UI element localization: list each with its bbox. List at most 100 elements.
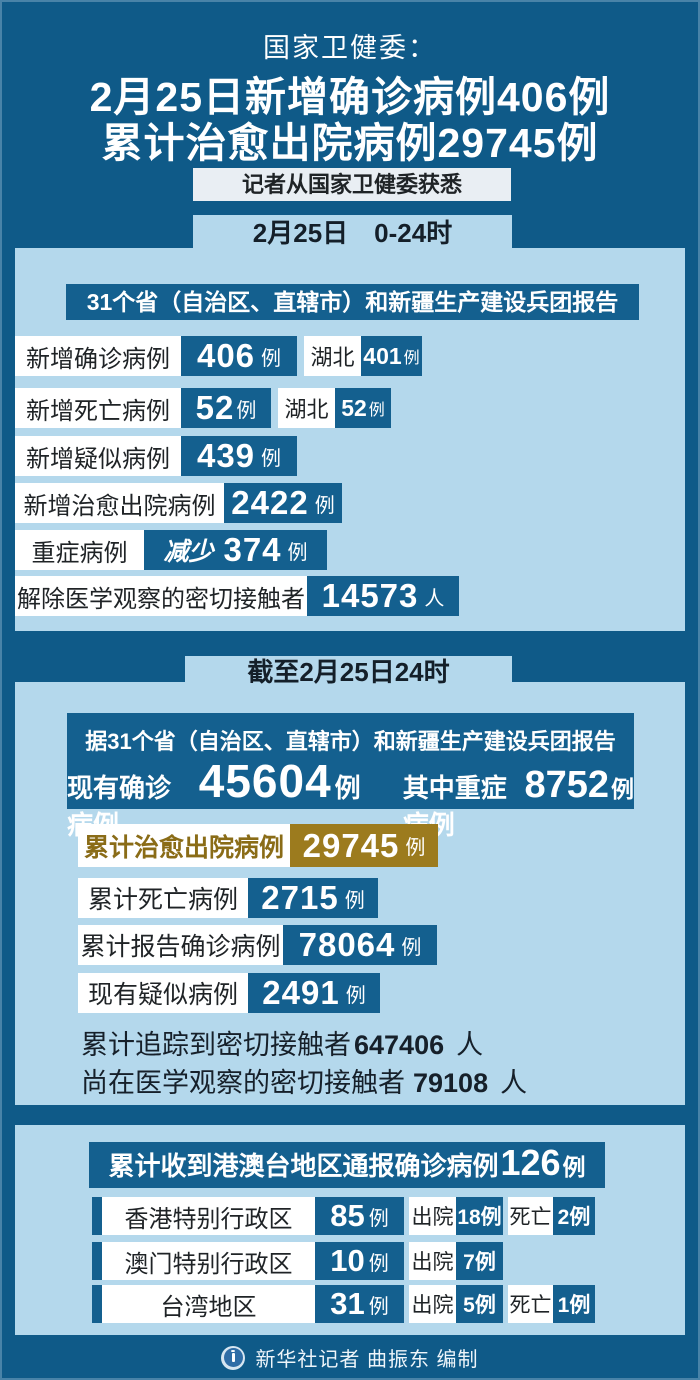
region-value: 31 xyxy=(330,1286,365,1321)
stat-unit: 例 xyxy=(345,984,366,1007)
stat-row-severe: 重症病例 减少 374 例 xyxy=(15,530,327,570)
title-main-line2: 累计治愈出院病例29745例 xyxy=(101,120,599,166)
footer: 新华社记者 曲振东 编制 xyxy=(0,1335,700,1380)
stat-label: 新增确诊病例 xyxy=(15,336,181,376)
existing-cases-source: 据31个省（自治区、直辖市）和新疆生产建设兵团报告 xyxy=(85,729,616,754)
regions-header-bar: 累计收到港澳台地区通报确诊病例 126 例 xyxy=(89,1142,605,1188)
death-label: 死亡 xyxy=(508,1285,553,1323)
stat-unit: 例 xyxy=(287,541,308,564)
stat-value: 29745 xyxy=(302,826,400,864)
title-source-line: 国家卫健委： xyxy=(263,33,437,63)
region-unit: 例 xyxy=(368,1252,389,1275)
xinhua-logo-icon xyxy=(221,1345,246,1370)
stat-row-existing-suspected: 现有疑似病例 2491 例 xyxy=(78,973,380,1013)
stat-value-box: 14573 人 xyxy=(307,576,459,616)
hubei-label: 湖北 xyxy=(278,388,335,428)
stat-unit: 例 xyxy=(261,447,282,470)
hubei-label: 湖北 xyxy=(304,336,361,376)
existing-cases-line: 现有确诊病例 45604 例 其中重症病例 8752 例 xyxy=(67,754,634,842)
stat-row-released-observation: 解除医学观察的密切接触者 14573 人 xyxy=(15,576,459,616)
daily-stats-panel: 31个省（自治区、直辖市）和新疆生产建设兵团报告 新增确诊病例 406 例 湖北… xyxy=(15,248,685,631)
death-value: 2例 xyxy=(553,1197,595,1235)
stat-unit: 人 xyxy=(424,587,445,610)
death-label: 死亡 xyxy=(508,1197,553,1235)
region-row-macao: 澳门特别行政区 10 例 出院 7例 xyxy=(92,1242,503,1280)
note-under-observation: 尚在医学观察的密切接触者 79108 人 xyxy=(81,1061,527,1100)
hubei-value-box: 52 例 xyxy=(335,388,391,428)
region-unit: 例 xyxy=(368,1295,389,1318)
stat-value: 2422 xyxy=(231,484,309,521)
stat-unit: 例 xyxy=(314,494,335,517)
stat-value-box: 78064 例 xyxy=(283,925,437,965)
stat-label: 累计治愈出院病例 xyxy=(78,824,290,867)
stat-label: 累计死亡病例 xyxy=(78,878,248,918)
stat-value: 2491 xyxy=(262,974,340,1011)
region-value-box: 31 例 xyxy=(315,1285,404,1323)
stat-row-cumulative-confirmed: 累计报告确诊病例 78064 例 xyxy=(78,925,437,965)
discharged-value: 5例 xyxy=(456,1285,503,1323)
stat-row-new-recovered: 新增治愈出院病例 2422 例 xyxy=(15,483,342,523)
stat-row-new-suspected: 新增疑似病例 439 例 xyxy=(15,436,297,476)
discharged-value: 18例 xyxy=(456,1197,503,1235)
discharged-label: 出院 xyxy=(409,1242,456,1280)
stat-unit: 例 xyxy=(261,347,282,370)
existing-value: 45604 xyxy=(198,755,332,807)
note-label: 累计追踪到密切接触者 xyxy=(81,1030,351,1060)
row-accent-bar xyxy=(92,1197,102,1235)
stat-row-new-deaths: 新增死亡病例 52 例 湖北 52 例 xyxy=(15,388,391,428)
region-label: 澳门特别行政区 xyxy=(102,1242,315,1280)
region-label: 香港特别行政区 xyxy=(102,1197,315,1235)
stat-label: 新增死亡病例 xyxy=(15,388,181,428)
stat-value-box-highlight: 29745 例 xyxy=(290,824,438,867)
row-accent-bar xyxy=(92,1285,102,1323)
stat-value: 374 xyxy=(223,531,282,568)
subtitle-box: 记者从国家卫健委获悉 xyxy=(193,168,511,201)
regions-panel: 累计收到港澳台地区通报确诊病例 126 例 香港特别行政区 85 例 出院 18… xyxy=(15,1125,685,1335)
stat-label: 重症病例 xyxy=(15,530,144,570)
region-unit: 例 xyxy=(368,1207,389,1230)
region-row-hongkong: 香港特别行政区 85 例 出院 18例 死亡 2例 xyxy=(92,1197,595,1235)
hubei-unit: 例 xyxy=(368,402,385,419)
region-value: 85 xyxy=(330,1198,365,1233)
note-unit: 人 xyxy=(500,1068,528,1098)
cumulative-stats-panel: 据31个省（自治区、直辖市）和新疆生产建设兵团报告 现有确诊病例 45604 例… xyxy=(15,682,685,1105)
region-value-box: 10 例 xyxy=(315,1242,404,1280)
stat-label: 新增疑似病例 xyxy=(15,436,181,476)
note-value: 647406 xyxy=(354,1030,445,1060)
stat-value-box: 2715 例 xyxy=(248,878,378,918)
stat-label: 现有疑似病例 xyxy=(78,973,248,1013)
hubei-value-box: 401 例 xyxy=(361,336,422,376)
tab-cumulative-period: 截至2月25日24时 xyxy=(185,656,512,687)
discharged-label: 出院 xyxy=(409,1285,456,1323)
stat-unit: 例 xyxy=(405,837,426,859)
stat-unit: 例 xyxy=(401,936,422,959)
severe-label: 其中重症病例 xyxy=(402,773,507,840)
stat-value-box: 52 例 xyxy=(181,388,271,428)
note-value: 79108 xyxy=(413,1068,489,1098)
stat-label: 新增治愈出院病例 xyxy=(15,483,224,523)
region-value-box: 85 例 xyxy=(315,1197,404,1235)
stat-value-box: 439 例 xyxy=(181,436,297,476)
existing-cases-box: 据31个省（自治区、直辖市）和新疆生产建设兵团报告 现有确诊病例 45604 例… xyxy=(67,713,634,840)
discharged-label: 出院 xyxy=(409,1197,456,1235)
stat-value-box: 406 例 xyxy=(181,336,297,376)
note-unit: 人 xyxy=(456,1030,484,1060)
region-value: 10 xyxy=(330,1243,365,1278)
stat-row-new-confirmed: 新增确诊病例 406 例 湖北 401 例 xyxy=(15,336,422,376)
regions-header-label: 累计收到港澳台地区通报确诊病例 xyxy=(108,1151,499,1181)
discharged-value: 7例 xyxy=(456,1242,503,1280)
regions-header-value: 126 xyxy=(500,1142,561,1183)
stat-row-cumulative-recovered: 累计治愈出院病例 29745 例 xyxy=(78,824,438,867)
region-label: 台湾地区 xyxy=(102,1285,315,1323)
stat-value-box: 2491 例 xyxy=(248,973,380,1013)
hubei-value: 401 xyxy=(363,342,402,369)
stat-value-box: 减少 374 例 xyxy=(144,530,327,570)
stat-value: 52 xyxy=(195,389,235,426)
region-row-taiwan: 台湾地区 31 例 出院 5例 死亡 1例 xyxy=(92,1285,595,1323)
footer-credit: 新华社记者 曲振东 编制 xyxy=(255,1349,479,1371)
hubei-value: 52 xyxy=(341,394,367,421)
tab-daily-period: 2月25日 0-24时 xyxy=(193,215,512,249)
note-traced-contacts: 累计追踪到密切接触者 647406 人 xyxy=(81,1023,483,1062)
stat-value: 78064 xyxy=(298,926,396,963)
